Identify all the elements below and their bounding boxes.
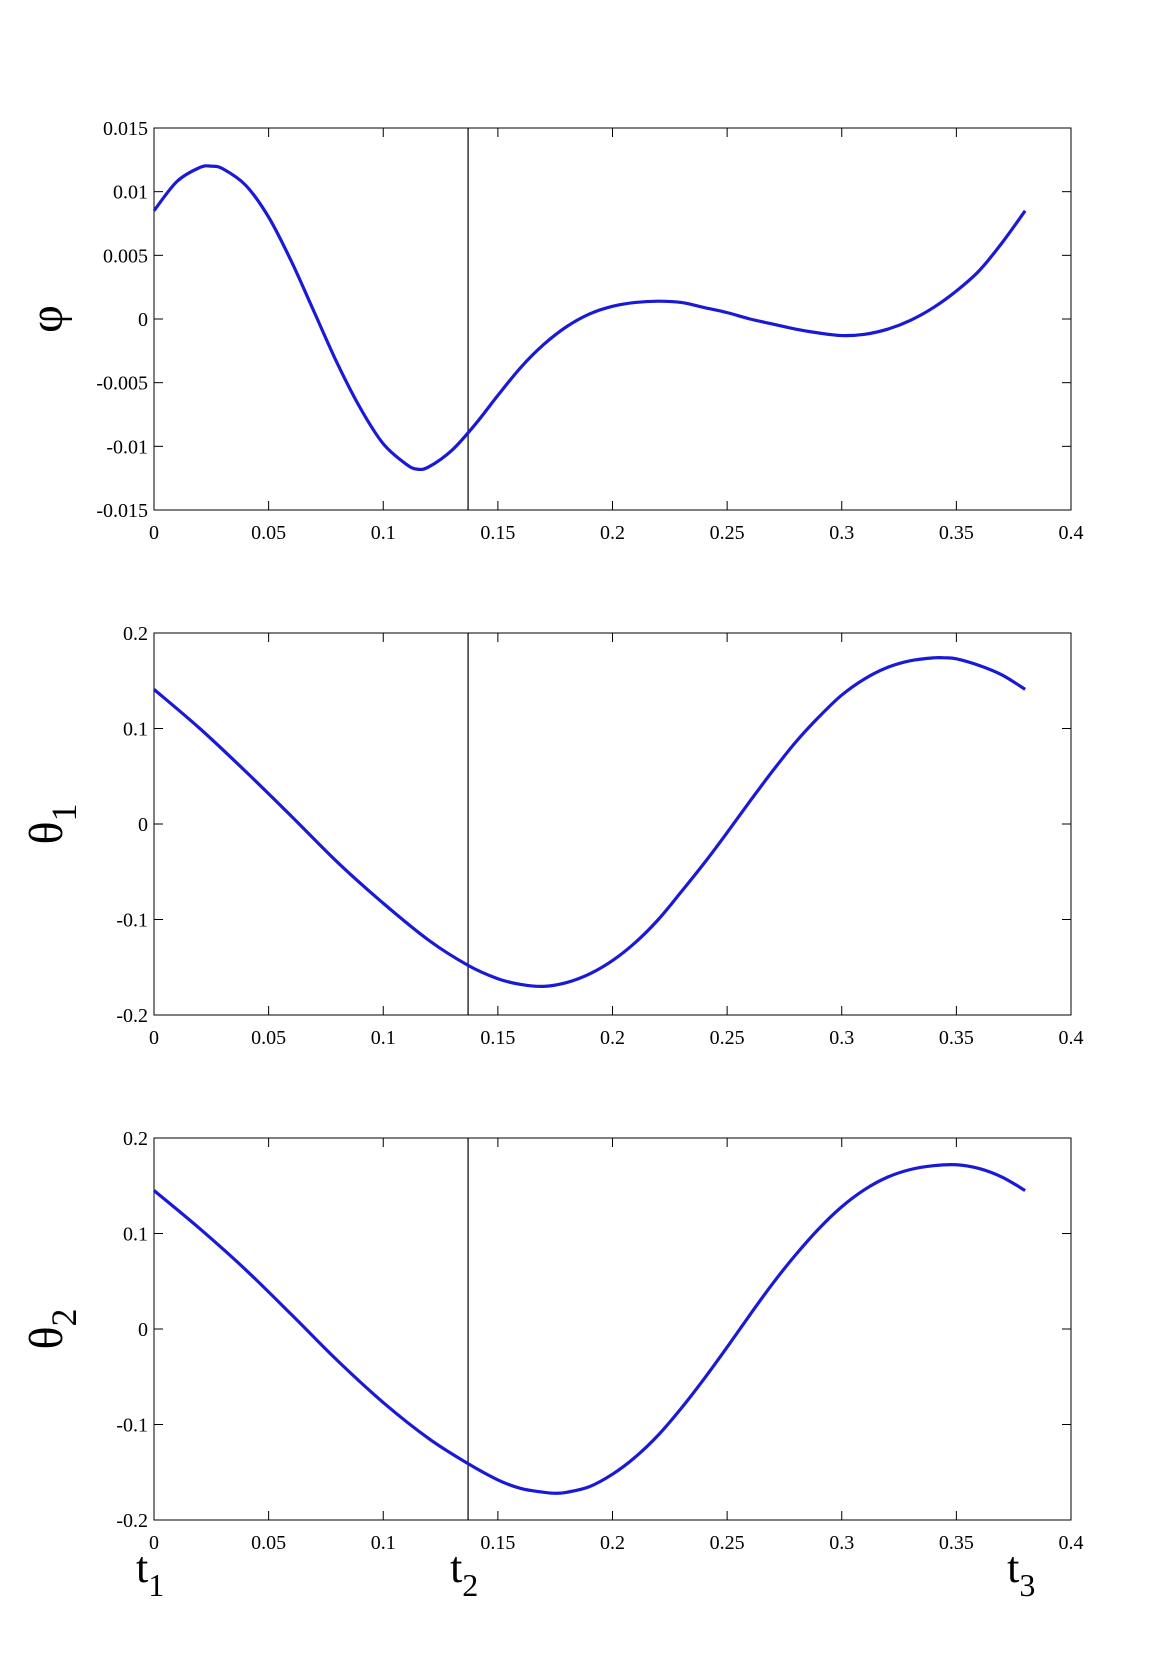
x-tick-label: 0.05 [251, 1027, 286, 1049]
y-tick-label: 0.01 [113, 182, 148, 204]
series-line [152, 164, 1027, 472]
subplot-2: 0 0.05 0.1 0.15 0.2 0.25 0.3 0.35 0.4 -0.2 -0.1 0 0.… [20, 623, 1084, 1049]
y-tick-label: -0.2 [116, 1005, 148, 1027]
x-tick-label: 0.15 [480, 1027, 515, 1049]
time-marker-1: t1 [136, 1543, 164, 1603]
x-tick-label: 0.3 [829, 1532, 854, 1554]
x-tick-label: 0.1 [371, 522, 396, 544]
y-axis-label-symbol: θ [20, 822, 73, 845]
y-tick-label: 0.2 [123, 623, 148, 645]
y-axis-label-subscript: 1 [44, 804, 84, 822]
x-tick-label: 0.35 [939, 1027, 974, 1049]
y-tick-label: 0 [138, 814, 148, 836]
y-tick-label: 0.1 [123, 1224, 148, 1246]
series-line [152, 1162, 1026, 1495]
y-tick-label: -0.1 [116, 1415, 148, 1437]
time-marker-3: t3 [1007, 1543, 1035, 1603]
y-tick-label: -0.2 [116, 1510, 148, 1532]
y-axis-label-subscript: 2 [44, 1309, 84, 1327]
axes-box [153, 1137, 1072, 1521]
y-tick-label: 0 [138, 309, 148, 331]
y-tick-label: 0 [138, 1319, 148, 1341]
y-tick-label: 0.005 [103, 245, 148, 267]
x-tick-label: 0.4 [1059, 1027, 1084, 1049]
y-axis-label: θ2 [20, 1309, 84, 1350]
x-tick-label: 0.3 [829, 1027, 854, 1049]
x-tick-label: 0.25 [710, 1027, 745, 1049]
x-tick-label: 0.35 [939, 522, 974, 544]
x-tick-label: 0.15 [480, 522, 515, 544]
x-tick-label: 0.25 [710, 522, 745, 544]
y-tick-label: -0.01 [106, 436, 148, 458]
x-tick-label: 0 [149, 522, 159, 544]
y-axis-label-symbol: θ [20, 1327, 73, 1350]
x-tick-label: 0.1 [371, 1532, 396, 1554]
x-tick-label: 0 [149, 1532, 159, 1554]
x-tick-label: 0.3 [829, 522, 854, 544]
subplot-1: 0 0.05 0.1 0.15 0.2 0.25 0.3 0.35 0.4 -0.015 -0.01… [20, 118, 1084, 544]
y-axis-label: θ1 [20, 804, 84, 845]
y-tick-label: -0.005 [96, 373, 148, 395]
time-marker-2: t2 [450, 1543, 478, 1603]
x-tick-label: 0.25 [710, 1532, 745, 1554]
y-tick-label: 0.015 [103, 118, 148, 140]
x-tick-label: 0.05 [251, 1532, 286, 1554]
x-tick-label: 0.2 [600, 1027, 625, 1049]
y-axis-label-symbol: φ [20, 305, 73, 333]
x-tick-label: 0.2 [600, 1532, 625, 1554]
axes-box [153, 632, 1072, 1016]
x-tick-label: 0.4 [1059, 1532, 1084, 1554]
y-tick-label: -0.1 [116, 910, 148, 932]
series-line [152, 655, 1027, 989]
y-axis-label: φ [20, 305, 73, 333]
x-tick-label: 0.15 [480, 1532, 515, 1554]
x-tick-label: 0.4 [1059, 522, 1084, 544]
x-tick-label: 0.2 [600, 522, 625, 544]
subplot-3: 0 0.05 0.1 0.15 0.2 0.25 0.3 0.35 0.4 -0.2 -0.1 0 0.… [20, 1128, 1084, 1554]
x-tick-label: 0.35 [939, 1532, 974, 1554]
x-tick-label: 0 [149, 1027, 159, 1049]
x-tick-label: 0.05 [251, 522, 286, 544]
x-tick-label: 0.1 [371, 1027, 396, 1049]
axes-box [153, 127, 1072, 511]
y-tick-label: 0.1 [123, 719, 148, 741]
y-tick-label: -0.015 [96, 500, 148, 522]
y-tick-label: 0.2 [123, 1128, 148, 1150]
